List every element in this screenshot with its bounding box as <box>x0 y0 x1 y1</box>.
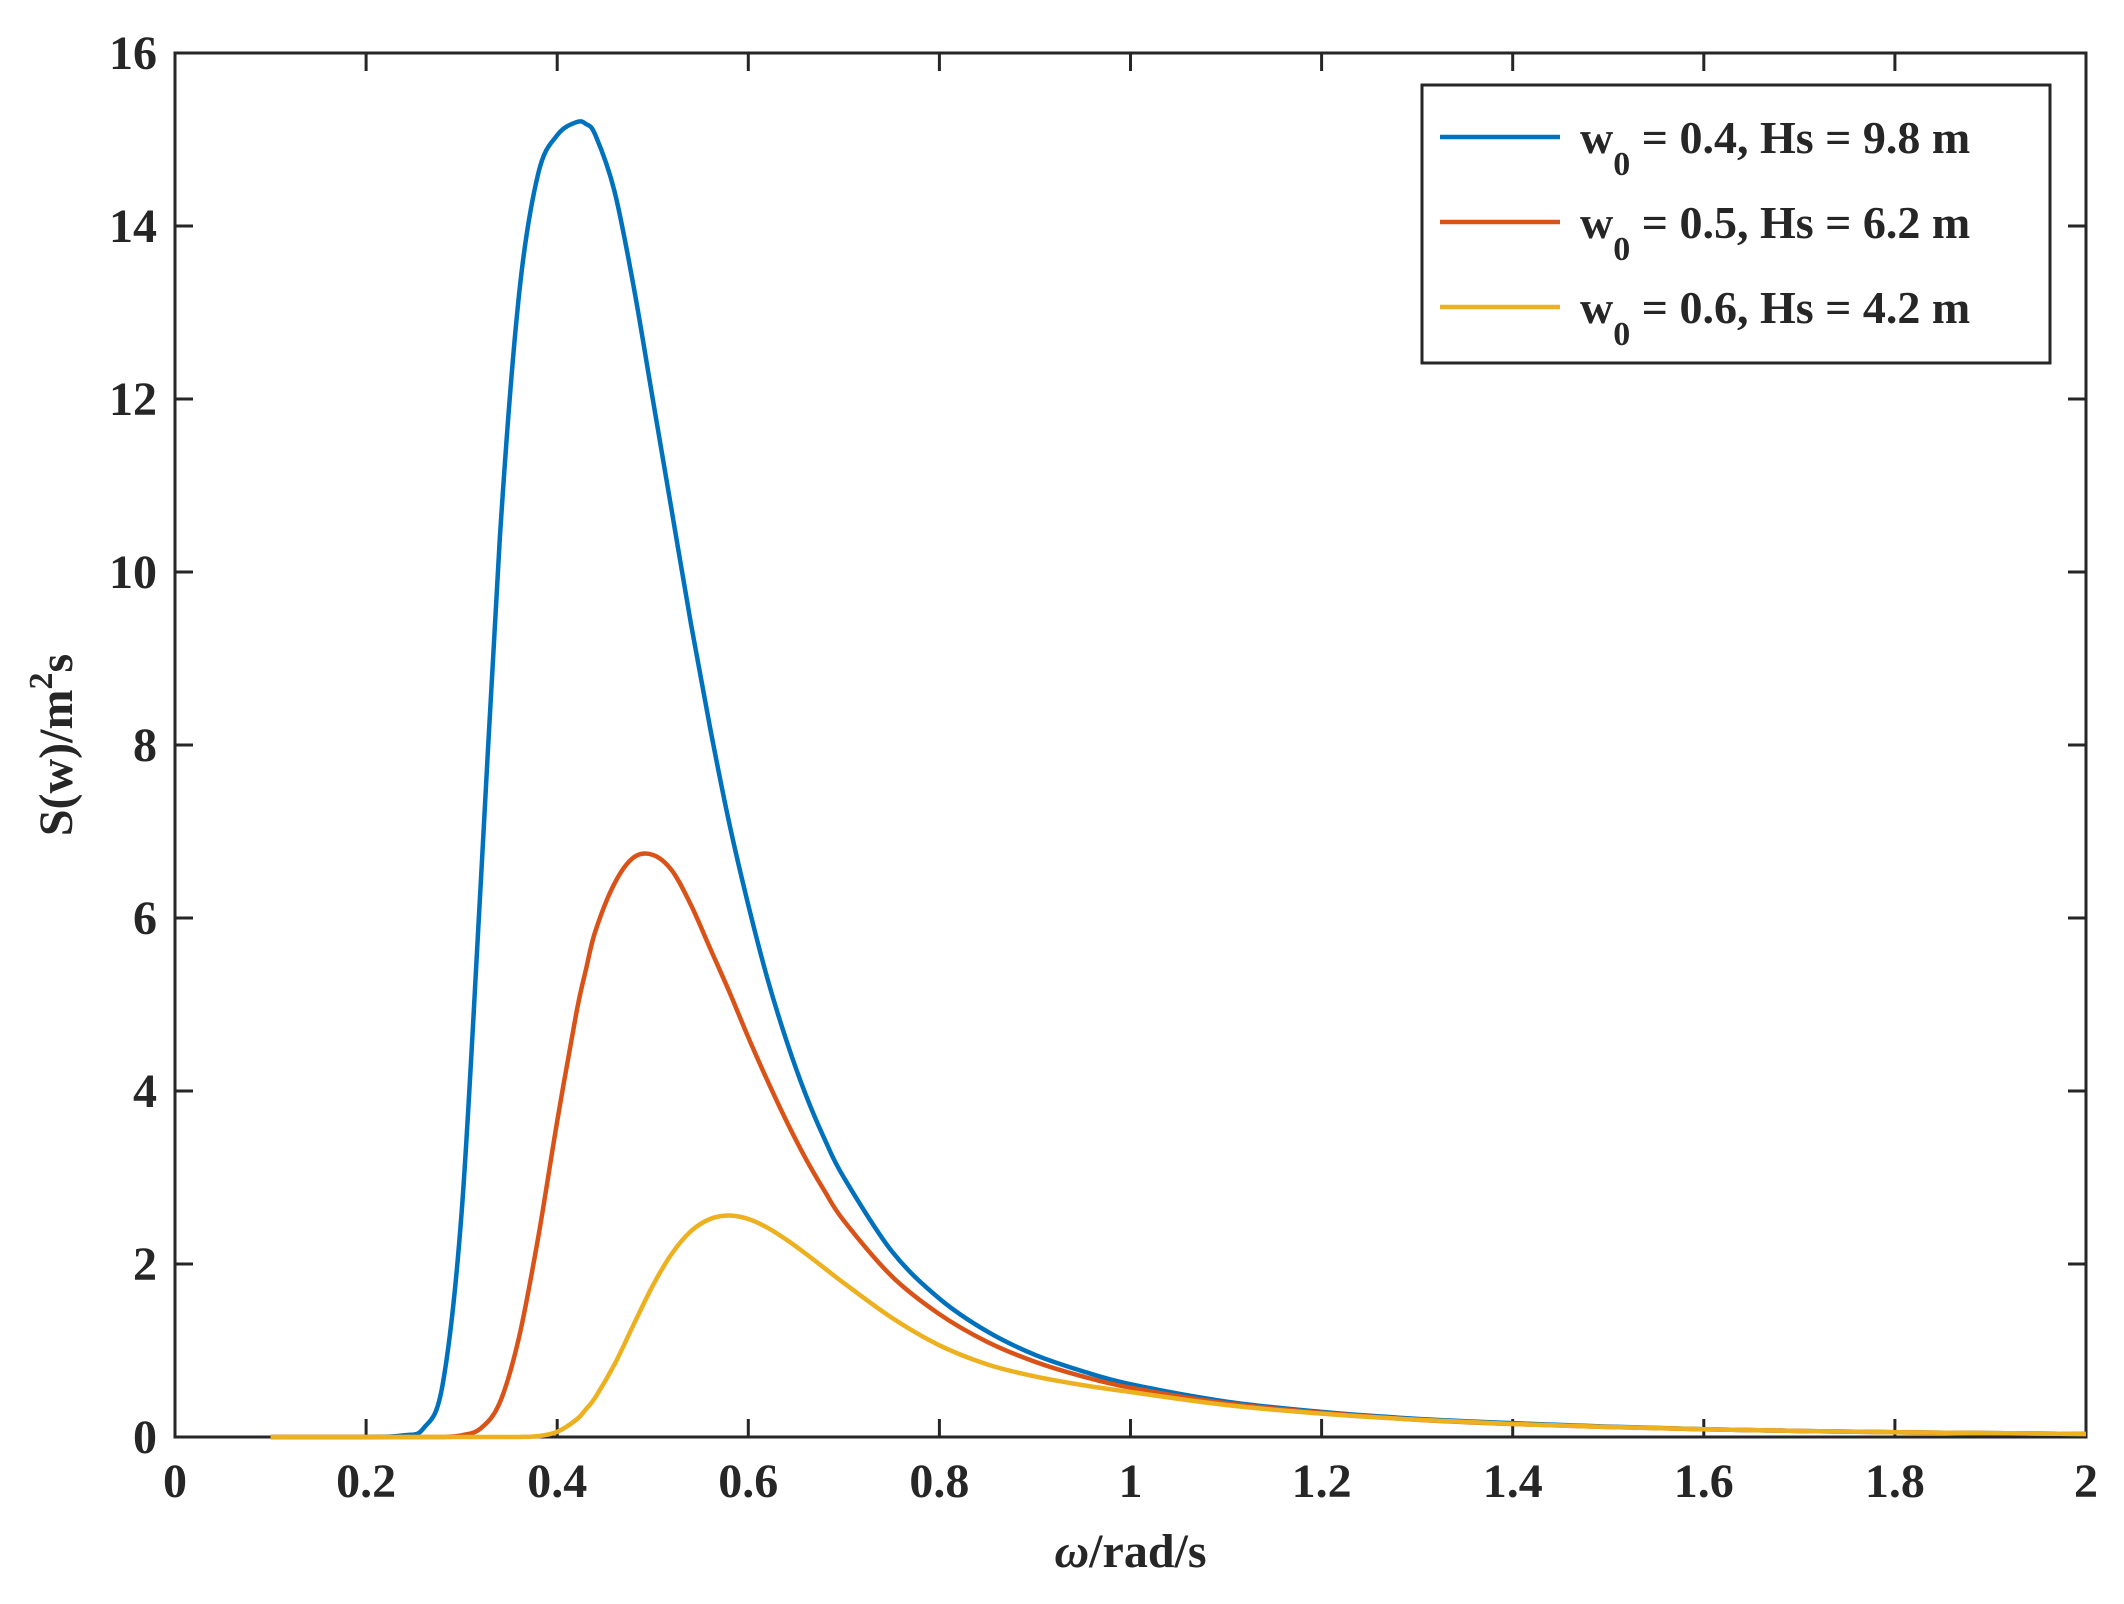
plot-area: 0 0.2 0.4 0.6 0.8 1 1.2 1.4 1.6 1.8 2 0 2 4 6 8 10 12 14 1… <box>109 27 2098 1508</box>
x-tick-label: 1.6 <box>1674 1455 1734 1508</box>
y-tick-label: 8 <box>133 719 157 772</box>
x-tick-label: 1 <box>1119 1455 1143 1508</box>
x-axis-title-symbol: ω <box>1054 1525 1089 1578</box>
x-tick-label: 2 <box>2074 1455 2098 1508</box>
y-tick-label: 4 <box>133 1065 157 1118</box>
y-axis-title-superscript: 2 <box>23 673 60 690</box>
x-tick-label: 0.2 <box>336 1455 396 1508</box>
x-tick-label: 0 <box>163 1455 187 1508</box>
legend-label: w0 = 0.4, Hs = 9.8 m <box>1580 112 1970 183</box>
x-tick-label: 0.8 <box>909 1455 969 1508</box>
x-tick-label: 1.4 <box>1483 1455 1543 1508</box>
x-axis-title: ω/rad/s <box>1054 1525 1206 1578</box>
legend-item: w0 = 0.6, Hs = 4.2 m <box>1440 282 1970 353</box>
x-axis-ticks: 0 0.2 0.4 0.6 0.8 1 1.2 1.4 1.6 1.8 2 <box>163 53 2098 1508</box>
x-tick-label: 0.4 <box>527 1455 587 1508</box>
legend-label: w0 = 0.5, Hs = 6.2 m <box>1580 197 1970 268</box>
x-axis-title-unit: /rad/s <box>1088 1525 1206 1578</box>
y-tick-label: 10 <box>109 546 157 599</box>
y-tick-label: 6 <box>133 892 157 945</box>
legend-label: w0 = 0.6, Hs = 4.2 m <box>1580 282 1970 353</box>
legend-items: w0 = 0.4, Hs = 9.8 m w0 = 0.5, Hs = 6.2 m… <box>1440 112 1970 353</box>
y-tick-label: 12 <box>109 373 157 426</box>
y-tick-label: 14 <box>109 200 157 253</box>
legend-item: w0 = 0.4, Hs = 9.8 m <box>1440 112 1970 183</box>
y-axis-title-base: S(w)/m <box>30 690 83 837</box>
x-tick-label: 0.6 <box>718 1455 778 1508</box>
legend: w0 = 0.4, Hs = 9.8 m w0 = 0.5, Hs = 6.2 m… <box>1420 83 2052 365</box>
series-lines <box>270 119 2087 1440</box>
y-tick-label: 2 <box>133 1238 157 1291</box>
series-line-3 <box>270 1213 2087 1440</box>
y-axis-title: S(w)/m2s <box>23 654 83 836</box>
y-tick-label: 0 <box>133 1411 157 1464</box>
x-tick-label: 1.8 <box>1865 1455 1925 1508</box>
legend-item: w0 = 0.5, Hs = 6.2 m <box>1440 197 1970 268</box>
x-tick-label: 1.2 <box>1292 1455 1352 1508</box>
y-tick-label: 16 <box>109 27 157 80</box>
y-axis-title-tail: s <box>30 654 83 673</box>
y-axis-ticks: 0 2 4 6 8 10 12 14 16 <box>109 27 2086 1464</box>
